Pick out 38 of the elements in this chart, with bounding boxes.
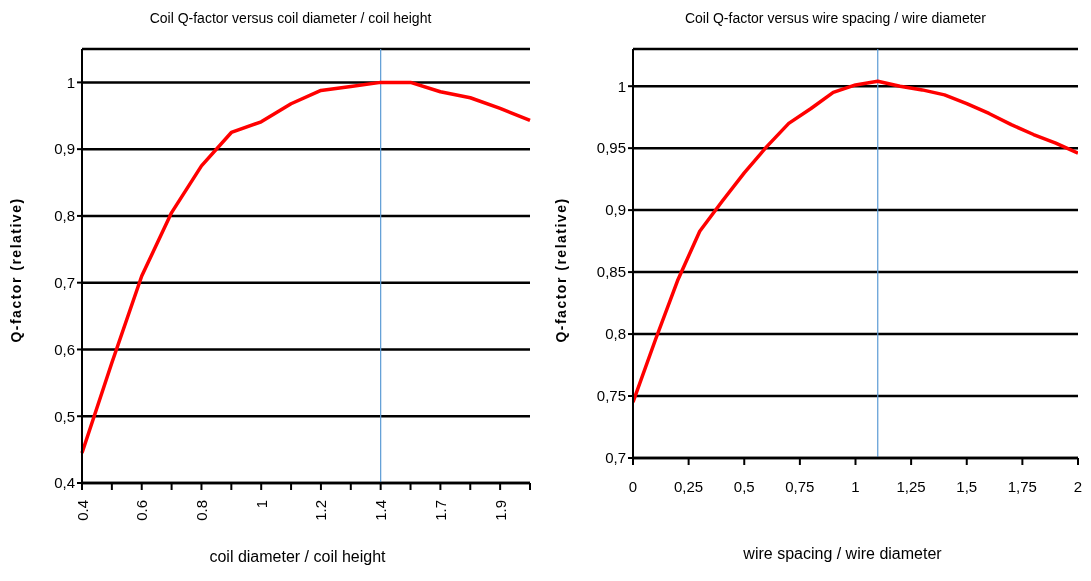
chart-title: Coil Q-factor versus coil diameter / coil height bbox=[148, 10, 433, 26]
y-tick-label: 0,85 bbox=[596, 263, 626, 281]
y-tick-label: 1 bbox=[617, 77, 626, 95]
y-tick-label: 0,7 bbox=[605, 449, 626, 467]
line-series bbox=[80, 80, 532, 455]
x-tick-label: 1,25 bbox=[896, 477, 926, 495]
x-tick-label: 1.9 bbox=[491, 500, 509, 521]
x-tick-label: 2 bbox=[1073, 477, 1083, 495]
x-tick-label: 1,75 bbox=[1007, 477, 1037, 495]
chart-title: Coil Q-factor versus wire spacing / wire diameter bbox=[683, 10, 988, 26]
x-tick-label: 1 bbox=[851, 477, 860, 495]
x-tick-label: 1 bbox=[252, 500, 270, 509]
y-tick-label: 0,8 bbox=[54, 207, 75, 225]
x-tick-label: 0.6 bbox=[133, 500, 151, 521]
x-tick-label: 0 bbox=[628, 477, 638, 495]
y-axis-title: Q-factor (relative) bbox=[8, 197, 25, 343]
x-axis-title: wire spacing / wire diameter bbox=[742, 545, 943, 563]
y-tick-label: 0,9 bbox=[54, 140, 75, 158]
y-tick-label: 0,75 bbox=[596, 387, 626, 405]
y-axis-title: Q-factor (relative) bbox=[553, 197, 570, 343]
x-tick-label: 0,25 bbox=[674, 477, 704, 495]
y-tick-label: 1 bbox=[66, 73, 75, 91]
y-tick-label: 0,95 bbox=[596, 139, 626, 157]
y-tick-label: 0,5 bbox=[54, 407, 75, 425]
y-tick-label: 0,9 bbox=[605, 201, 626, 219]
x-tick-label: 1.7 bbox=[431, 500, 449, 521]
x-tick-label: 1.4 bbox=[372, 500, 390, 521]
x-tick-label: 1.2 bbox=[312, 500, 330, 521]
x-tick-label: 1,5 bbox=[956, 477, 978, 495]
y-tick-label: 0,4 bbox=[54, 474, 75, 492]
x-axis-title: coil diameter / coil height bbox=[208, 548, 387, 566]
x-tick-label: 0.8 bbox=[192, 500, 210, 521]
y-tick-label: 0,8 bbox=[605, 325, 626, 343]
x-tick-label: 0,75 bbox=[785, 477, 815, 495]
x-tick-label: 0,5 bbox=[733, 477, 755, 495]
y-tick-label: 0,6 bbox=[54, 340, 75, 358]
x-tick-label: 0.4 bbox=[73, 500, 91, 521]
y-tick-label: 0,7 bbox=[54, 274, 75, 292]
